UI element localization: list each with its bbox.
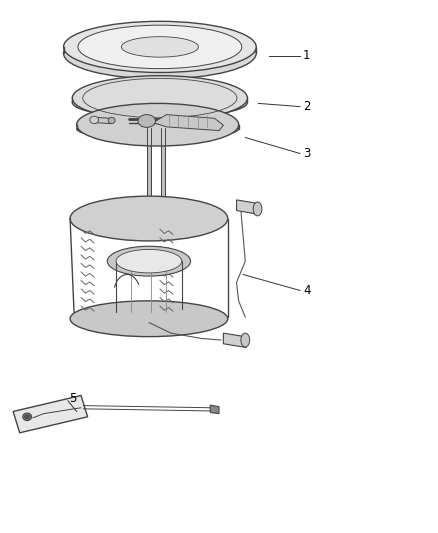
Ellipse shape [253,202,262,216]
Polygon shape [237,200,258,214]
Polygon shape [147,128,151,224]
Ellipse shape [107,246,191,276]
Text: 1: 1 [303,50,311,62]
Ellipse shape [241,333,250,347]
Ellipse shape [108,117,115,124]
Polygon shape [223,333,246,348]
Ellipse shape [116,249,182,273]
Ellipse shape [64,21,256,72]
Ellipse shape [25,415,30,419]
Ellipse shape [77,118,239,140]
Ellipse shape [77,103,239,146]
Polygon shape [153,115,223,131]
Ellipse shape [64,28,256,79]
Polygon shape [94,117,112,124]
Text: 3: 3 [303,147,311,160]
Ellipse shape [138,115,155,127]
Ellipse shape [72,76,247,120]
Polygon shape [13,395,88,433]
Ellipse shape [72,87,247,118]
Polygon shape [161,128,165,224]
Ellipse shape [70,301,228,337]
Text: 5: 5 [69,392,77,405]
Text: 4: 4 [303,284,311,297]
Polygon shape [210,405,219,414]
Ellipse shape [70,196,228,241]
Text: 2: 2 [303,100,311,113]
Ellipse shape [23,413,32,421]
Ellipse shape [90,116,99,124]
Ellipse shape [121,37,198,57]
Ellipse shape [78,25,242,69]
